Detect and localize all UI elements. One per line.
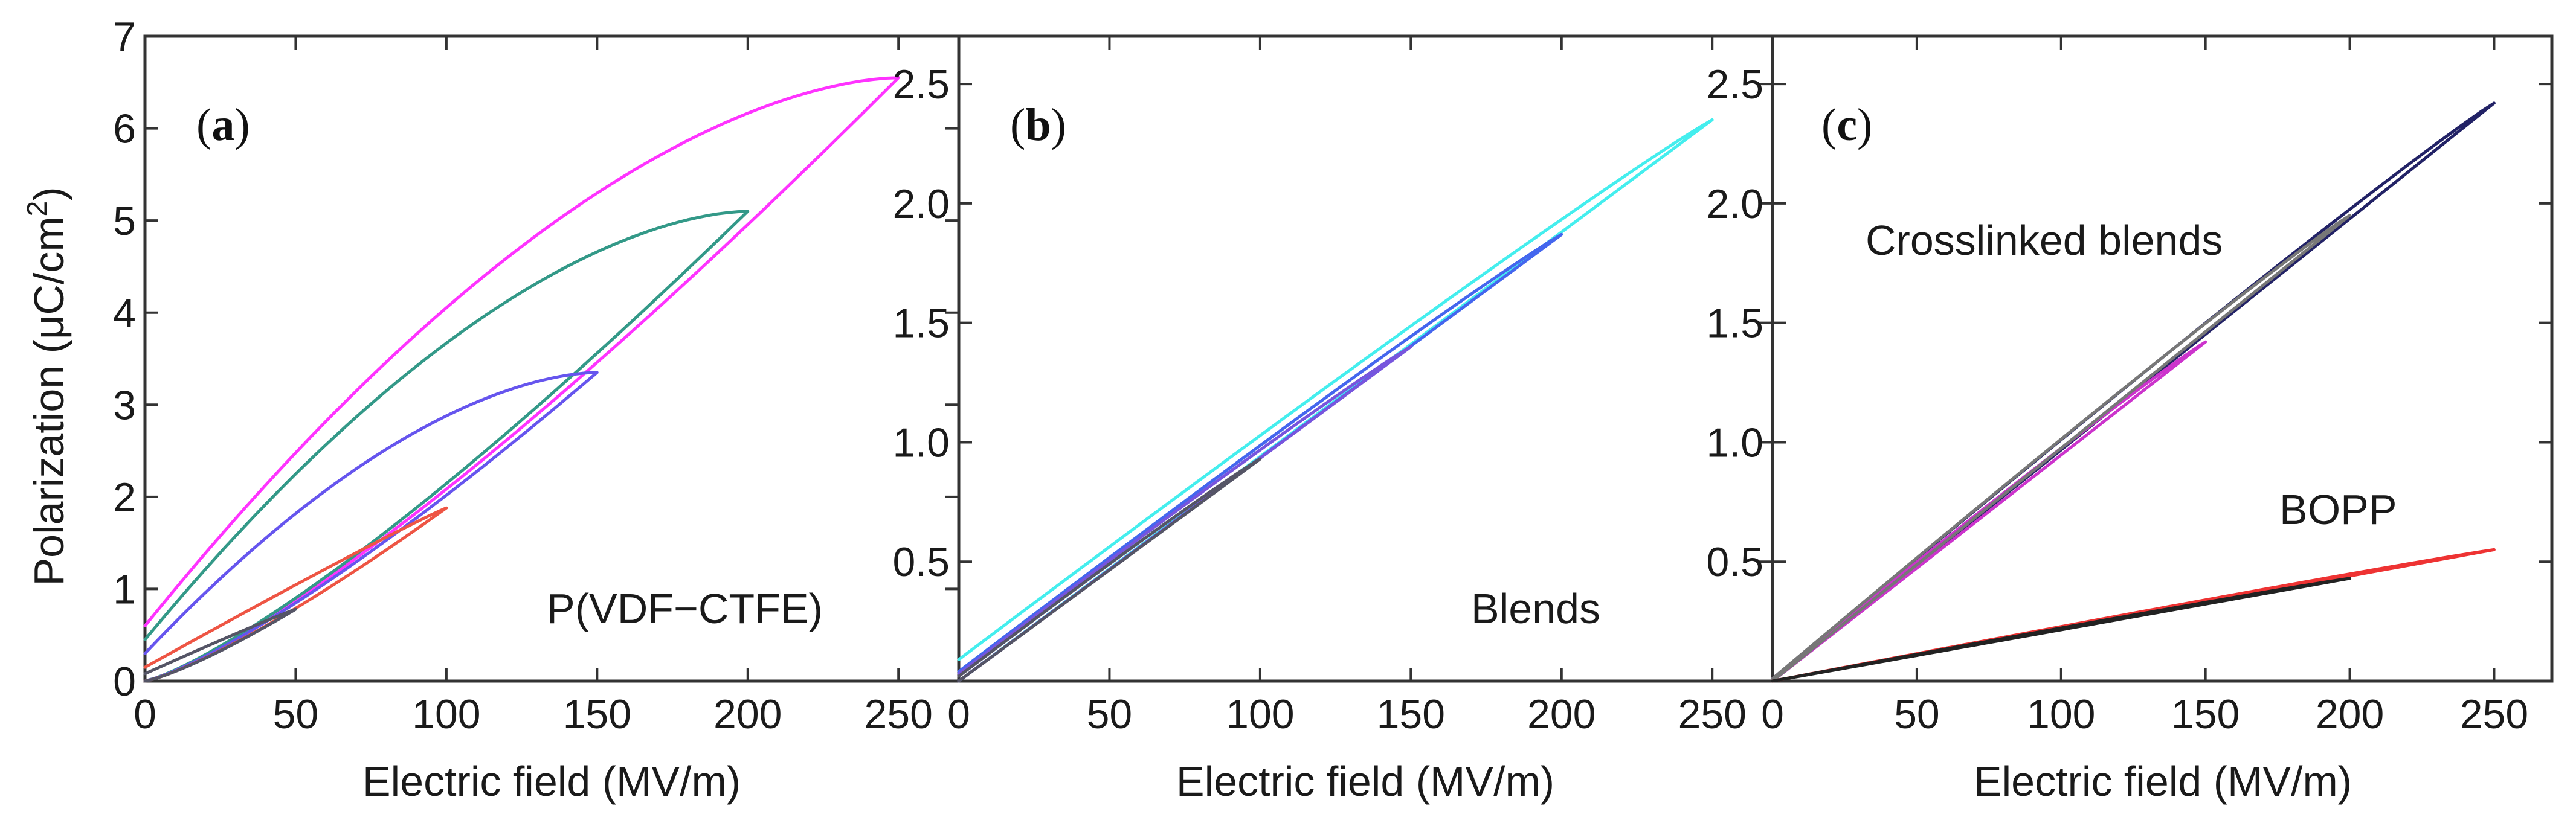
panel-c-xlabel: Electric field (MV/m) bbox=[1974, 758, 2352, 805]
x-tick-label: 0 bbox=[134, 691, 156, 737]
panel-b-note: Blends bbox=[1471, 585, 1600, 632]
x-tick-label: 0 bbox=[947, 691, 970, 737]
series-line bbox=[143, 607, 297, 683]
y-tick-label: 2.0 bbox=[892, 181, 950, 227]
y-tick-label: 3 bbox=[113, 382, 136, 428]
y-tick-label: 2.5 bbox=[1706, 62, 1763, 107]
series-line bbox=[143, 210, 750, 683]
y-axis-title-main: Polarization (μC/cm bbox=[25, 216, 72, 586]
panel-c-letter-char: c bbox=[1837, 100, 1857, 150]
y-tick-label: 4 bbox=[113, 290, 136, 336]
x-tick-label: 150 bbox=[563, 691, 631, 737]
panel-b: 0 50 100 150 200 250 0.5 1.0 1.5 2.0 2.5 (b) Blend… bbox=[892, 34, 1774, 805]
y-axis-title-sup: 2 bbox=[21, 201, 53, 217]
y-tick-label: 1.5 bbox=[892, 301, 950, 347]
panel-c-note: Crosslinked blends bbox=[1866, 217, 2223, 264]
panel-b-letter-close: ) bbox=[1051, 100, 1066, 150]
panel-a-curves bbox=[143, 76, 900, 683]
panel-b-curves bbox=[957, 118, 1714, 683]
y-tick-label: 0.5 bbox=[892, 539, 950, 585]
x-tick-label: 100 bbox=[1226, 691, 1294, 737]
y-tick-label: 1.0 bbox=[1706, 420, 1763, 466]
y-axis-title-close: ) bbox=[25, 187, 72, 200]
panel-b-letter: (b) bbox=[1010, 100, 1066, 150]
y-tick-label: 1 bbox=[113, 566, 136, 612]
x-tick-label: 250 bbox=[2460, 691, 2528, 737]
x-tick-label: 100 bbox=[2027, 691, 2095, 737]
panel-c-curves bbox=[1771, 101, 2496, 683]
series-line bbox=[1771, 214, 2352, 683]
x-tick-label: 0 bbox=[1761, 691, 1784, 737]
series-line bbox=[1771, 340, 2207, 683]
panel-b-letter-char: b bbox=[1025, 100, 1051, 150]
y-tick-label: 2.0 bbox=[1706, 181, 1763, 227]
panel-a-xlabel: Electric field (MV/m) bbox=[362, 758, 741, 805]
panel-a-letter-open: ( bbox=[196, 100, 211, 150]
y-tick-label: 1.0 bbox=[892, 420, 950, 466]
x-tick-label: 200 bbox=[713, 691, 782, 737]
panel-a-letter: (a) bbox=[196, 100, 250, 150]
panel-a-ticks: 0 50 100 150 200 250 0 1 2 3 4 5 6 7 bbox=[113, 14, 959, 737]
panel-c-letter-close: ) bbox=[1857, 100, 1872, 150]
y-tick-label: 2 bbox=[113, 475, 136, 520]
x-tick-label: 250 bbox=[1678, 691, 1746, 737]
y-tick-label: 0.5 bbox=[1706, 539, 1763, 585]
y-tick-label: 0 bbox=[113, 659, 136, 705]
y-tick-label: 7 bbox=[113, 14, 136, 60]
x-tick-label: 250 bbox=[864, 691, 932, 737]
panel-a-frame bbox=[143, 34, 961, 683]
series-line bbox=[957, 457, 1262, 683]
panel-a-letter-char: a bbox=[211, 100, 234, 150]
x-tick-label: 50 bbox=[273, 691, 319, 737]
y-tick-label: 2.5 bbox=[892, 62, 950, 107]
panel-c-frame bbox=[1771, 34, 2554, 683]
y-axis-title: Polarization (μC/cm2) bbox=[21, 187, 72, 586]
x-tick-label: 50 bbox=[1087, 691, 1133, 737]
y-tick-label: 6 bbox=[113, 106, 136, 152]
x-tick-label: 200 bbox=[1527, 691, 1596, 737]
x-tick-label: 150 bbox=[1377, 691, 1445, 737]
y-tick-label: 5 bbox=[113, 198, 136, 244]
series-line bbox=[1771, 577, 2352, 683]
panel-b-letter-open: ( bbox=[1010, 100, 1025, 150]
panel-c-ticks: 0 50 100 150 200 250 0.5 1.0 1.5 2.0 2.5 bbox=[1706, 36, 2552, 737]
panel-c: 0 50 100 150 200 250 0.5 1.0 1.5 2.0 2.5 (c) Cross… bbox=[1706, 34, 2554, 805]
panel-b-xlabel: Electric field (MV/m) bbox=[1176, 758, 1554, 805]
panel-c-letter-open: ( bbox=[1821, 100, 1837, 150]
y-tick-label: 1.5 bbox=[1706, 301, 1763, 347]
panel-a-note: P(VDF−CTFE) bbox=[547, 585, 823, 632]
panel-b-ticks: 0 50 100 150 200 250 0.5 1.0 1.5 2.0 2.5 bbox=[892, 36, 1773, 737]
x-tick-label: 50 bbox=[1894, 691, 1940, 737]
x-tick-label: 200 bbox=[2316, 691, 2384, 737]
series-line bbox=[143, 76, 900, 683]
x-tick-label: 150 bbox=[2171, 691, 2240, 737]
x-tick-label: 100 bbox=[412, 691, 480, 737]
panel-c-letter: (c) bbox=[1821, 100, 1872, 150]
series-line bbox=[143, 371, 599, 683]
panel-a-letter-close: ) bbox=[234, 100, 250, 150]
panel-c-note2: BOPP bbox=[2279, 486, 2397, 533]
